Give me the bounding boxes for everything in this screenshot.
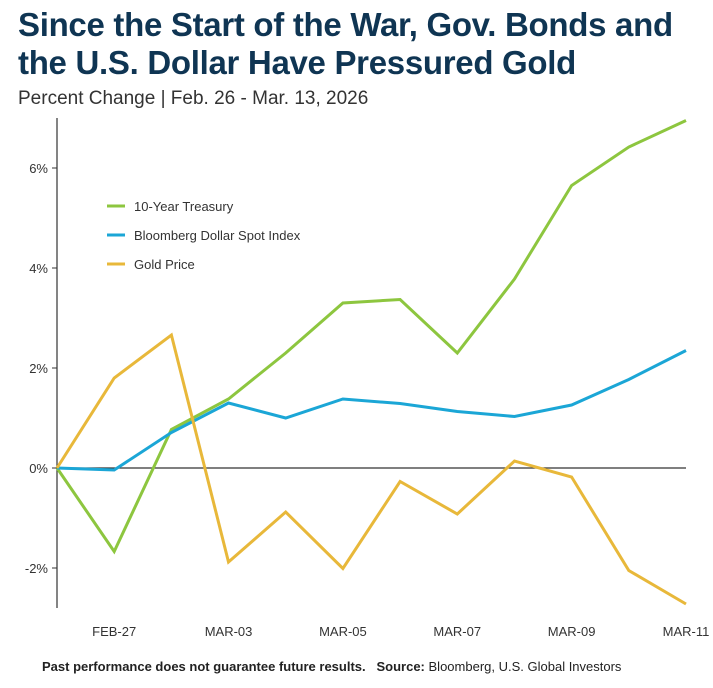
x-axis: FEB-27MAR-03MAR-05MAR-07MAR-09MAR-11MAR-…: [57, 467, 710, 639]
series-line-gold-price: [55, 332, 687, 606]
y-tick-label: 2%: [29, 361, 48, 376]
x-tick-label: MAR-09: [548, 624, 596, 639]
legend-label: Bloomberg Dollar Spot Index: [134, 228, 301, 243]
x-tick-label: FEB-27: [92, 624, 136, 639]
series-line-10-year-treasury: [55, 119, 687, 555]
x-tick-label: MAR-03: [205, 624, 253, 639]
footer-note: Past performance does not guarantee futu…: [42, 659, 707, 674]
x-tick-label: MAR-05: [319, 624, 367, 639]
y-tick-label: -2%: [25, 561, 49, 576]
series-line-bloomberg-dollar-spot-index: [56, 349, 687, 472]
legend-label: 10-Year Treasury: [134, 199, 234, 214]
legend: 10-Year Treasury Bloomberg Dollar Spot In…: [107, 199, 301, 272]
series-lines: [55, 119, 687, 606]
line-chart: -2% 0% 2% 4% 6% FEB-27 MAR-03 MAR-05 MAR-07 MAR-…: [25, 118, 710, 639]
chart-subtitle: Percent Change | Feb. 26 - Mar. 13, 2026: [18, 88, 369, 109]
y-tick-label: 4%: [29, 261, 48, 276]
y-tick-label: 0%: [29, 461, 48, 476]
disclaimer-text: Past performance does not guarantee futu…: [42, 659, 366, 674]
y-axis: -2% 0% 2% 4% 6%: [25, 118, 58, 608]
legend-label: Gold Price: [134, 257, 195, 272]
x-tick-label: MAR-07: [433, 624, 481, 639]
source-label: Source:: [376, 659, 425, 674]
x-tick-label: MAR-11: [663, 624, 710, 639]
y-tick-label: 6%: [29, 161, 48, 176]
chart-title: Since the Start of the War, Gov. Bonds a…: [18, 6, 673, 81]
source-text: Bloomberg, U.S. Global Investors: [428, 659, 622, 674]
